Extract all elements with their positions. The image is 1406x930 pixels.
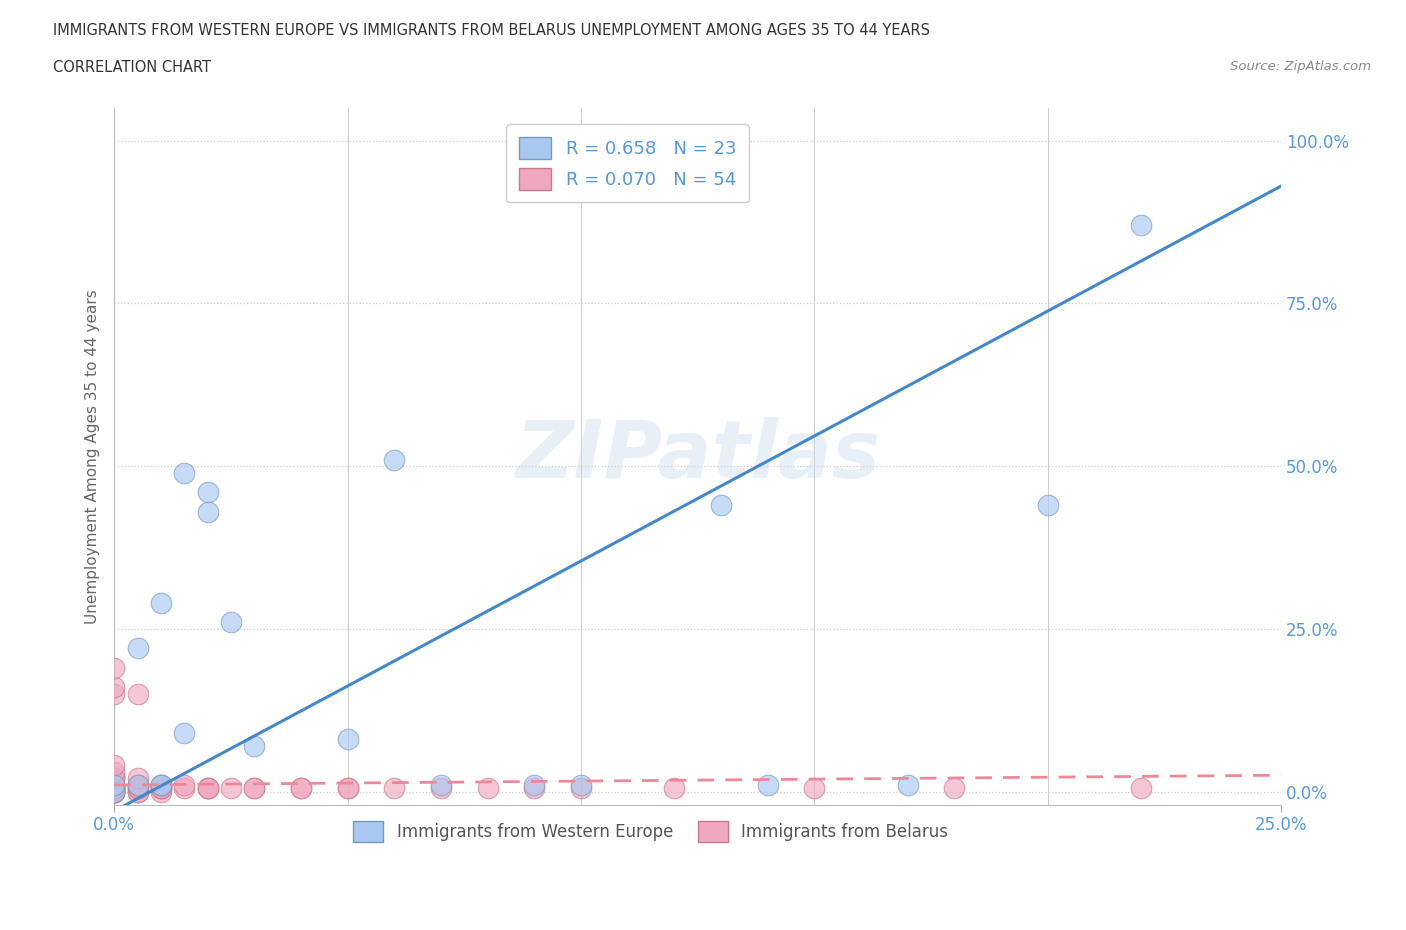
Point [103, 764, 125, 779]
Point [103, 686, 125, 701]
Point [430, 777, 453, 792]
Point [173, 725, 195, 740]
Point [149, 784, 172, 799]
Point [243, 781, 266, 796]
Point [103, 771, 125, 786]
Point [197, 504, 219, 519]
Point [943, 781, 966, 796]
Point [127, 784, 149, 799]
Point [103, 784, 125, 799]
Point [149, 781, 172, 796]
Point [1129, 781, 1152, 796]
Point [430, 781, 453, 796]
Point [756, 777, 779, 792]
Point [336, 732, 359, 747]
Point [103, 777, 125, 792]
Point [127, 777, 149, 792]
Point [197, 485, 219, 499]
Point [149, 777, 172, 792]
Point [103, 781, 125, 796]
Point [103, 771, 125, 786]
Point [197, 781, 219, 796]
Point [336, 781, 359, 796]
Point [103, 781, 125, 796]
Point [103, 680, 125, 695]
Point [290, 781, 312, 796]
Point [523, 777, 546, 792]
Text: CORRELATION CHART: CORRELATION CHART [53, 60, 211, 75]
Point [173, 465, 195, 480]
Point [149, 781, 172, 796]
Point [103, 771, 125, 786]
Point [219, 615, 242, 630]
Point [103, 784, 125, 799]
Point [173, 781, 195, 796]
Point [103, 784, 125, 799]
Point [127, 771, 149, 786]
Point [523, 781, 546, 796]
Point [569, 781, 592, 796]
Point [382, 781, 405, 796]
Point [1036, 498, 1059, 512]
Point [103, 758, 125, 773]
Point [477, 781, 499, 796]
Point [127, 781, 149, 796]
Point [103, 777, 125, 792]
Point [290, 781, 312, 796]
Point [243, 781, 266, 796]
Y-axis label: Unemployment Among Ages 35 to 44 years: Unemployment Among Ages 35 to 44 years [86, 289, 100, 624]
Point [897, 777, 920, 792]
Point [103, 781, 125, 796]
Point [664, 781, 686, 796]
Point [127, 777, 149, 792]
Point [197, 781, 219, 796]
Point [803, 781, 825, 796]
Point [127, 781, 149, 796]
Point [243, 738, 266, 753]
Point [103, 777, 125, 792]
Point [149, 595, 172, 610]
Point [149, 777, 172, 792]
Point [1129, 218, 1152, 232]
Point [103, 784, 125, 799]
Point [127, 641, 149, 656]
Point [103, 784, 125, 799]
Legend: Immigrants from Western Europe, Immigrants from Belarus: Immigrants from Western Europe, Immigran… [347, 815, 955, 848]
Point [103, 777, 125, 792]
Point [127, 686, 149, 701]
Point [149, 781, 172, 796]
Point [569, 777, 592, 792]
Point [127, 777, 149, 792]
Text: ZIPatlas: ZIPatlas [515, 418, 880, 496]
Point [219, 781, 242, 796]
Text: IMMIGRANTS FROM WESTERN EUROPE VS IMMIGRANTS FROM BELARUS UNEMPLOYMENT AMONG AGE: IMMIGRANTS FROM WESTERN EUROPE VS IMMIGR… [53, 23, 931, 38]
Point [103, 660, 125, 675]
Point [336, 781, 359, 796]
Point [149, 777, 172, 792]
Point [127, 784, 149, 799]
Text: Source: ZipAtlas.com: Source: ZipAtlas.com [1230, 60, 1371, 73]
Point [173, 777, 195, 792]
Point [197, 781, 219, 796]
Point [103, 784, 125, 799]
Point [103, 781, 125, 796]
Point [382, 452, 405, 467]
Point [710, 498, 733, 512]
